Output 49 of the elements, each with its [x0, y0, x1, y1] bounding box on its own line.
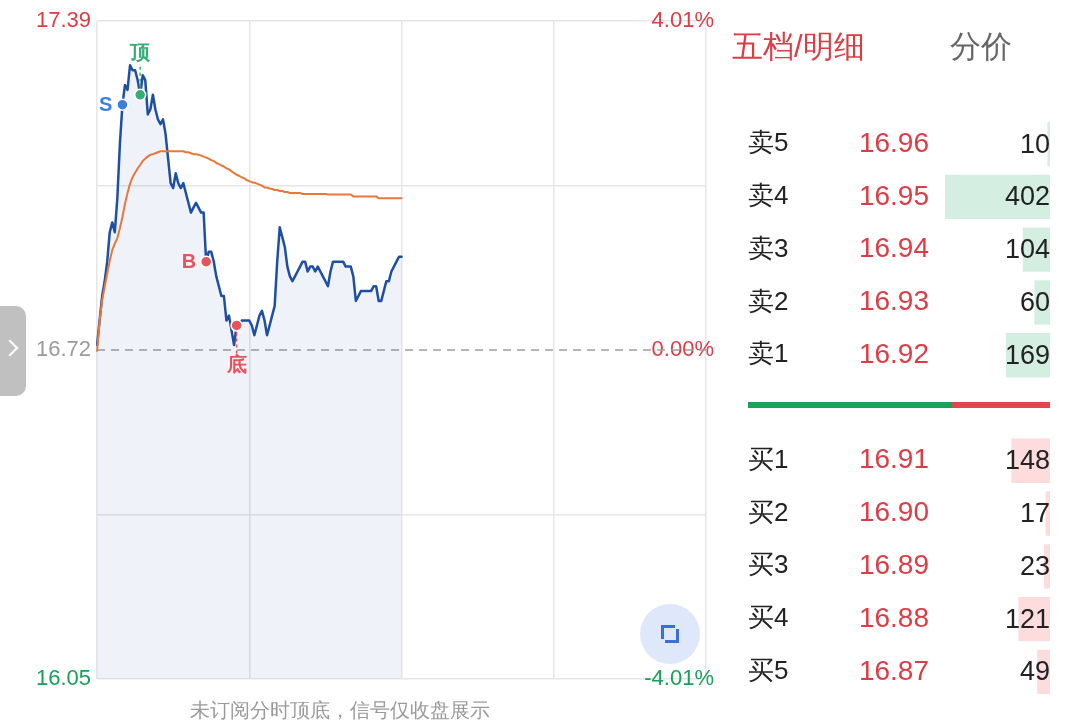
point [230, 319, 243, 332]
y2-tick-label: 16.91 [858, 443, 929, 475]
series-label: B [181, 250, 197, 273]
y-tick-label: 买3 [748, 549, 789, 580]
data-label: 10 [1019, 128, 1050, 159]
y2-tick-label: -4.01% [644, 664, 714, 690]
y-tick-label: 卖3 [748, 232, 789, 263]
y2-tick-label: 16.92 [858, 337, 929, 369]
y-tick-label: 买5 [748, 654, 789, 685]
point [116, 98, 129, 111]
data-label: 148 [1004, 445, 1050, 476]
data-label: 169 [1004, 339, 1050, 370]
y-tick-label: 卖2 [748, 285, 789, 316]
y-tick-label: 买2 [748, 496, 789, 527]
chart-subtitle: 分价 [950, 28, 1012, 66]
data-label: 104 [1004, 234, 1050, 265]
y-tick-label: 买1 [748, 443, 789, 474]
text: 未订阅分时顶底，信号仅收盘展示 [190, 698, 490, 723]
y-tick-label: 卖1 [748, 338, 789, 369]
data-label: 60 [1019, 286, 1050, 317]
y-tick-label: 卖5 [748, 127, 789, 158]
y2-tick-label: 16.87 [858, 654, 929, 686]
bar [1047, 122, 1050, 167]
y-tick-label: 卖4 [748, 180, 789, 211]
legend-label: 底 [225, 352, 247, 375]
y2-tick-label: 0.00% [651, 336, 714, 362]
y2-tick-label: 4.01% [651, 7, 714, 33]
data-label: 402 [1004, 181, 1050, 212]
bar [945, 174, 1050, 220]
point [133, 88, 147, 102]
y2-tick-label: 16.88 [858, 601, 929, 633]
y-tick-label: 16.72 [35, 336, 92, 362]
data-label: 49 [1019, 656, 1050, 687]
y2-tick-label: 16.95 [858, 179, 929, 211]
data-label: 23 [1019, 550, 1050, 581]
data-label: 17 [1019, 497, 1050, 528]
data-label: 121 [1004, 603, 1050, 634]
y2-tick-label: 16.94 [858, 232, 929, 264]
chart-title: 五档/明细 [732, 28, 865, 66]
y-tick-label: 17.39 [35, 7, 92, 33]
y2-tick-label: 16.93 [858, 285, 929, 317]
y-tick-label: 16.05 [35, 664, 92, 690]
y2-tick-label: 16.89 [858, 549, 929, 581]
y2-tick-label: 16.90 [858, 496, 929, 528]
y2-tick-label: 16.96 [858, 126, 929, 158]
series-label: 顶 [129, 41, 152, 64]
y-tick-label: 买4 [748, 602, 789, 633]
point [199, 255, 213, 268]
series-label: S [99, 93, 113, 116]
